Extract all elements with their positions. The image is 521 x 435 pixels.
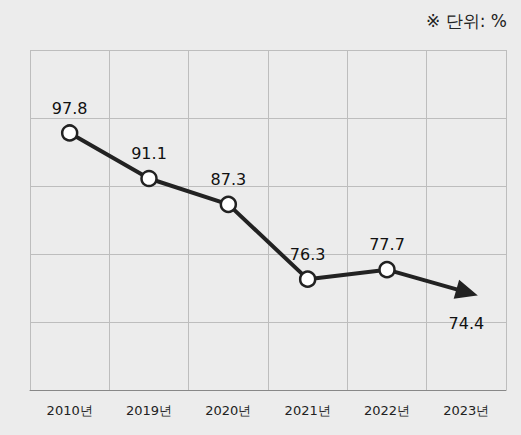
svg-text:97.8: 97.8: [52, 99, 88, 118]
svg-text:2021년: 2021년: [285, 403, 331, 418]
svg-text:76.3: 76.3: [290, 245, 326, 264]
svg-text:74.4: 74.4: [449, 314, 485, 333]
svg-text:※ 단위: %: ※ 단위: %: [426, 11, 507, 31]
svg-text:2010년: 2010년: [47, 403, 93, 418]
svg-text:87.3: 87.3: [211, 170, 247, 189]
svg-text:2019년: 2019년: [126, 403, 172, 418]
svg-text:2023년: 2023년: [443, 403, 489, 418]
svg-text:77.7: 77.7: [369, 235, 405, 254]
svg-text:2020년: 2020년: [205, 403, 251, 418]
svg-text:91.1: 91.1: [131, 144, 167, 163]
svg-text:2022년: 2022년: [364, 403, 410, 418]
